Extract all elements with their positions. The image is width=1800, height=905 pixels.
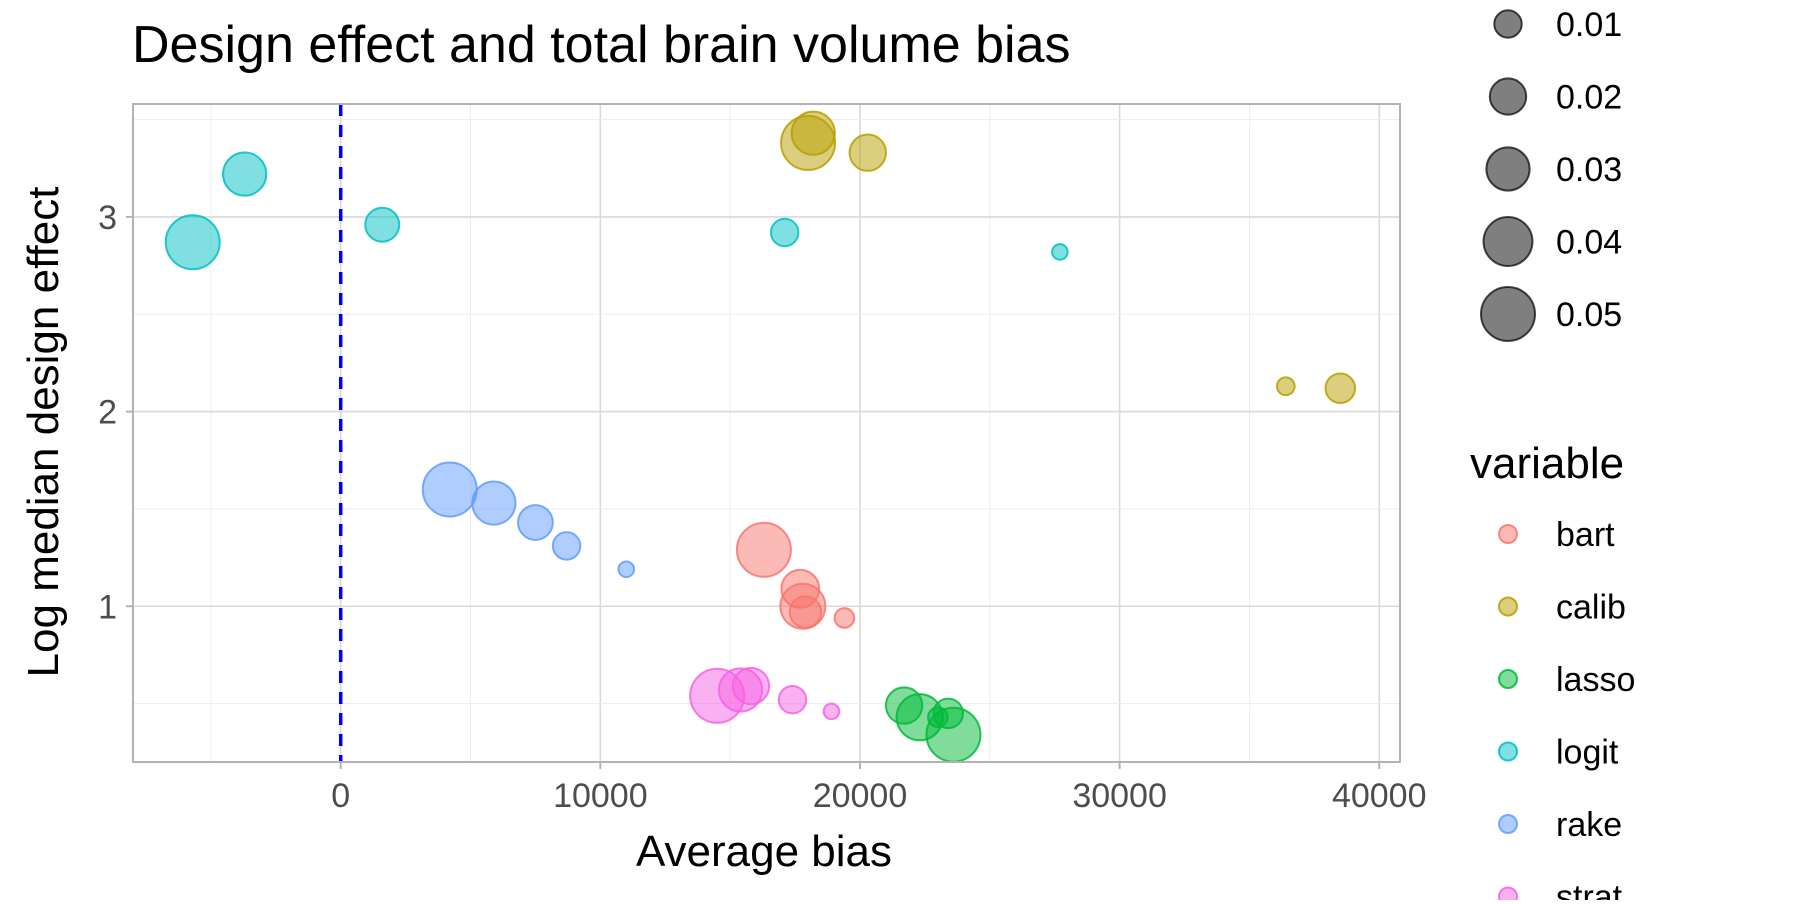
color-legend: bart calib lasso logit rake strat — [1498, 516, 1635, 905]
y-axis-ticks: 1 2 3 — [98, 199, 133, 626]
data-point-bart — [833, 607, 856, 629]
color-legend-key-calib — [1498, 596, 1518, 617]
y-tick-label: 3 — [98, 199, 117, 237]
color-legend-key-lasso — [1498, 669, 1518, 689]
data-point-strat — [777, 684, 808, 715]
x-tick-label: 30000 — [1072, 777, 1167, 815]
x-tick-label: 0 — [331, 777, 350, 815]
color-legend-key-bart — [1498, 524, 1518, 544]
panel-border-group — [132, 103, 1401, 763]
size-legend-key — [1482, 216, 1534, 267]
data-point-rake — [471, 480, 517, 526]
data-point-logit — [769, 217, 800, 248]
color-legend-label-bart: bart — [1556, 516, 1615, 554]
size-legend: 0.01 0.02 0.03 0.04 0.05 — [1480, 6, 1622, 342]
size-legend-key — [1488, 77, 1528, 116]
chart-title: Design effect and total brain volume bia… — [132, 16, 1071, 74]
color-legend-label-rake: rake — [1556, 806, 1622, 844]
size-legend-key — [1493, 9, 1523, 39]
color-legend-label-lasso: lasso — [1556, 661, 1635, 699]
data-point-logit — [1051, 243, 1069, 261]
x-tick-label: 20000 — [813, 777, 908, 815]
color-legend-label-strat: strat — [1556, 879, 1623, 901]
data-point-lasso — [927, 706, 949, 729]
color-legend-label-calib: calib — [1556, 589, 1626, 627]
data-point-rake — [551, 531, 582, 561]
color-legend-key-rake — [1498, 814, 1518, 834]
data-point-calib — [1324, 372, 1357, 404]
panel-grid — [133, 104, 1400, 762]
y-tick-label: 2 — [98, 394, 117, 432]
panel-background — [133, 104, 1400, 762]
color-legend-label-logit: logit — [1556, 734, 1619, 772]
data-points — [164, 110, 1357, 763]
data-point-bart — [735, 521, 792, 578]
color-legend-title: variable — [1470, 439, 1624, 488]
color-legend-key-strat — [1498, 886, 1518, 905]
data-point-lasso — [884, 686, 924, 725]
data-point-logit — [222, 151, 268, 197]
x-axis-ticks: 0 10000 20000 30000 40000 — [331, 762, 1427, 815]
panel-border — [132, 103, 1401, 763]
x-axis-title: Average bias — [636, 827, 892, 876]
data-point-calib — [790, 110, 836, 156]
y-axis-title: Log median design effect — [19, 187, 68, 678]
data-point-logit — [364, 206, 401, 243]
data-point-strat — [822, 702, 841, 721]
size-legend-label: 0.05 — [1556, 296, 1622, 334]
data-point-rake — [617, 560, 636, 579]
x-tick-label: 40000 — [1332, 777, 1427, 815]
size-legend-label: 0.01 — [1556, 6, 1622, 44]
data-point-logit — [164, 214, 221, 271]
size-legend-label: 0.04 — [1556, 224, 1622, 262]
data-point-calib — [1275, 376, 1296, 397]
data-point-bart — [788, 595, 823, 629]
x-tick-label: 10000 — [553, 777, 648, 815]
y-tick-label: 1 — [98, 588, 117, 626]
size-legend-key — [1480, 286, 1536, 342]
size-legend-key — [1485, 146, 1531, 192]
size-legend-label: 0.02 — [1556, 79, 1622, 117]
data-point-calib — [848, 133, 887, 172]
color-legend-key-logit — [1498, 741, 1518, 762]
data-point-rake — [421, 461, 478, 518]
size-legend-label: 0.03 — [1556, 151, 1622, 189]
data-point-strat — [731, 666, 771, 706]
data-point-rake — [517, 504, 554, 541]
